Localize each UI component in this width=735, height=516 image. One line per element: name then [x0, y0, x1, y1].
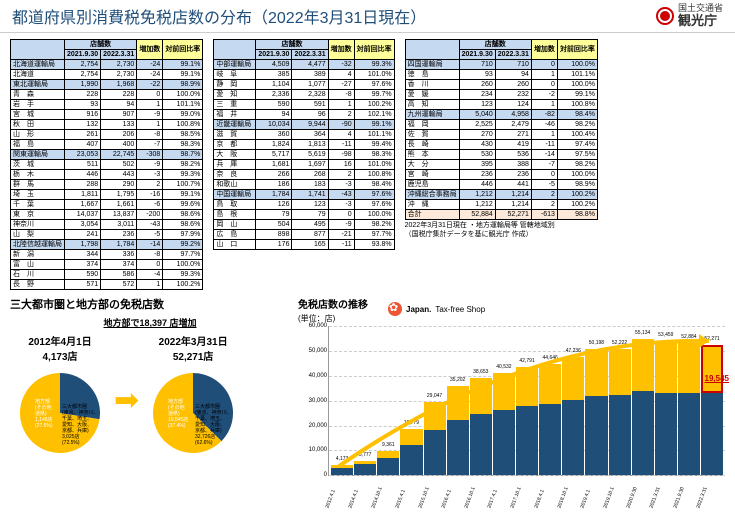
table-row: 山 口176165-1193.8% [214, 240, 394, 250]
pie-right: 地方部(その他道県)19,545店(37.4%)三大都市圏(東京、神奈川、千葉、… [143, 363, 243, 463]
table-row: 北陸信越運輸局1,7981,784-1499.2% [11, 240, 203, 250]
table-row: 山 梨241236-597.9% [11, 230, 203, 240]
table-row: 四国運輸局7107100100.0% [405, 60, 597, 70]
table-row: 福 井94962102.1% [214, 110, 394, 120]
table-row: 大 阪5,7175,619-9898.3% [214, 150, 394, 160]
table-row: 東 京14,03713,837-20098.6% [11, 210, 203, 220]
table-row: 山 形261206-898.5% [11, 130, 203, 140]
table-row: 関東運輸局23,05322,745-30898.7% [11, 150, 203, 160]
table-row: 秋 田1321331100.8% [11, 120, 203, 130]
table-row: 愛 媛234232-299.1% [405, 90, 597, 100]
table-row: 長 野5715721100.2% [11, 280, 203, 290]
prefecture-table: 店舗数増加数対前回比率2021.9.302022.3.31北海道運輸局2,754… [10, 39, 203, 290]
agency-logo: 国土交通省観光庁 [656, 4, 723, 28]
table-row: 茨 城511502-998.2% [11, 160, 203, 170]
pie-left: 地方部(その他道県)1,148店(27.5%)三大都市圏(東京、神奈川、千葉、埼… [10, 363, 110, 463]
bar: 52,271 [701, 345, 723, 476]
bar: 40,532 [493, 373, 515, 475]
table-row: 北海道運輸局2,7542,730-2499.1% [11, 60, 203, 70]
table-row: 鳥 取126123-397.6% [214, 200, 394, 210]
table-row: 滋 賀3603644101.1% [214, 130, 394, 140]
table-row: 中国運輸局1,7841,741-4397.6% [214, 190, 394, 200]
logo-icon [656, 7, 674, 25]
table-row: 岐 阜3853894101.0% [214, 70, 394, 80]
table-row: 愛 知2,3362,328-899.7% [214, 90, 394, 100]
table-row: 新 潟344336-897.7% [11, 250, 203, 260]
table-row: 和歌山186183-398.4% [214, 180, 394, 190]
table-row: 埼 玉1,8111,795-1699.1% [11, 190, 203, 200]
table-row: 宮 城916907-999.0% [11, 110, 203, 120]
table-row: 近畿運輸局10,0349,944-9099.1% [214, 120, 394, 130]
table-row: 福 島407400-798.3% [11, 140, 203, 150]
table-row: 東北運輸局1,9901,968-2298.9% [11, 80, 203, 90]
bar: 52,884 [678, 343, 700, 475]
bar: 29,047 [424, 402, 446, 475]
table-row: 神奈川3,0543,011-4398.6% [11, 220, 203, 230]
bar: 55,134 [632, 339, 654, 475]
table-row: 岡 山504495-998.2% [214, 220, 394, 230]
bar: 50,198 [585, 349, 607, 475]
table-row: 香 川2602600100.0% [405, 80, 597, 90]
bar: 38,653 [470, 378, 492, 476]
table-row: 富 山3743740100.0% [11, 260, 203, 270]
bar: 52,222 [609, 349, 631, 476]
page-title: 都道府県別消費税免税店数の分布（2022年3月31日現在） [12, 4, 426, 28]
table-row: 大 分395388-798.2% [405, 160, 597, 170]
bar: 18,779 [400, 429, 422, 476]
pie-section: 三大都市圏と地方部の免税店数 地方部で18,397 店増加 2012年4月1日 … [10, 296, 290, 512]
bar: 42,791 [516, 367, 538, 475]
table-row: 沖 縄1,2121,2142100.2% [405, 200, 597, 210]
prefecture-table: 店舗数増加数対前回比率2021.9.302022.3.31四国運輸局710710… [405, 39, 598, 220]
japan-logo-icon [388, 302, 402, 316]
table-row: 福 岡2,5252,479-4698.2% [405, 120, 597, 130]
table-row: 宮 崎2362360100.0% [405, 170, 597, 180]
table-row: 長 崎430419-1197.4% [405, 140, 597, 150]
table-row: 広 島898877-2197.7% [214, 230, 394, 240]
table-row: 中部運輸局4,5094,477-3299.3% [214, 60, 394, 70]
bar: 47,236 [562, 357, 584, 476]
bar: 5,777 [354, 461, 376, 475]
table-row: 群 馬2882902100.7% [11, 180, 203, 190]
table-row: 高 知1231241100.8% [405, 100, 597, 110]
bar: 44,646 [539, 364, 561, 476]
table-row: 徳 島93941101.1% [405, 70, 597, 80]
table-row: 石 川590586-499.3% [11, 270, 203, 280]
table-row: 合計52,88452,271-61398.8% [405, 210, 597, 220]
table-row: 静 岡1,1041,077-2797.6% [214, 80, 394, 90]
table-row: 北海道2,7542,730-2499.1% [11, 70, 203, 80]
table-row: 京 都1,8241,813-1199.4% [214, 140, 394, 150]
table-row: 沖縄総合事務局1,2121,2142100.2% [405, 190, 597, 200]
tables-container: 店舗数増加数対前回比率2021.9.302022.3.31北海道運輸局2,754… [0, 33, 735, 292]
table-row: 岩 手93941101.1% [11, 100, 203, 110]
arrow-icon: ➡ [114, 383, 139, 418]
table-row: 栃 木446443-399.3% [11, 170, 203, 180]
table-row: 奈 良2662682100.8% [214, 170, 394, 180]
table-row: 九州運輸局5,0404,958-8298.4% [405, 110, 597, 120]
table-row: 熊 本530536-1497.5% [405, 150, 597, 160]
table-row: 佐 賀2702711100.4% [405, 130, 597, 140]
bar: 4,173 [331, 465, 353, 475]
prefecture-table: 店舗数増加数対前回比率2021.9.302022.3.31中部運輸局4,5094… [213, 39, 394, 250]
table-row: 三 重5905911100.2% [214, 100, 394, 110]
bar-chart-section: 免税店数の推移(単位：店) Japan. Tax-free Shop 010,0… [298, 296, 725, 512]
bar: 9,361 [377, 451, 399, 476]
table-row: 青 森2282280100.0% [11, 90, 203, 100]
table-row: 鹿児島446441-598.9% [405, 180, 597, 190]
table-row: 島 根79790100.0% [214, 210, 394, 220]
table-row: 千 葉1,6671,661-699.6% [11, 200, 203, 210]
bar: 35,202 [447, 386, 469, 475]
bar: 53,459 [655, 341, 677, 475]
table-row: 兵 庫1,6811,69716101.0% [214, 160, 394, 170]
